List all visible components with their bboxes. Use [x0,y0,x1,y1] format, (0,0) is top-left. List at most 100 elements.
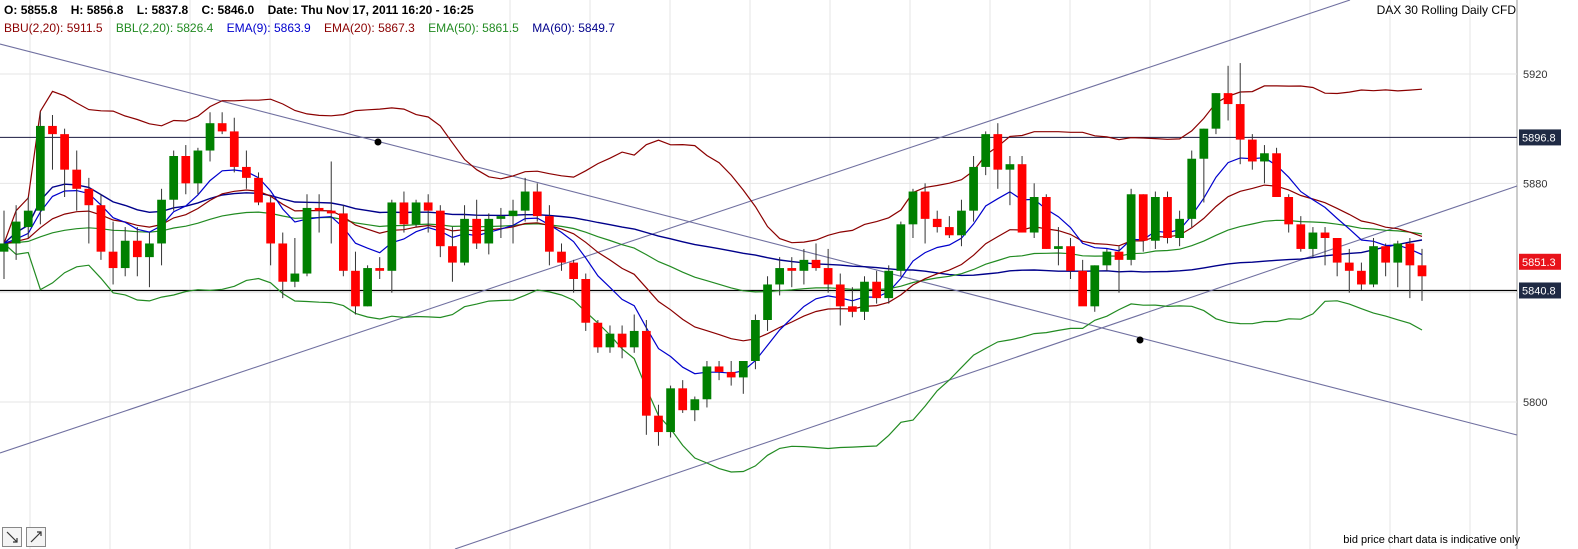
candle-down [1332,238,1342,263]
trendline-anchor-point [1136,336,1144,344]
candle-up [1005,164,1015,170]
candle-down [1114,251,1124,260]
candle-down [569,262,578,279]
date-readout: Date: Thu Nov 17, 2011 16:20 - 16:25 [267,3,474,17]
candle-down [872,281,881,299]
candle-up [1260,153,1269,162]
candle-up [1199,128,1209,159]
price-tag [1519,129,1561,146]
candle-up [193,150,203,184]
candle-down [714,366,724,372]
draw-ray-icon [30,531,42,543]
candle-down [920,191,930,219]
trendline-descending [0,43,1518,436]
candle-down [278,243,288,282]
candle-up [205,123,215,151]
candle-down [1344,262,1354,271]
candle-down [423,202,433,211]
candle-down [1223,93,1233,105]
candle-up [969,166,978,211]
candle-down [1041,197,1051,249]
candle-down [1357,270,1366,285]
candle-down [1417,265,1427,277]
candle-down [1138,194,1148,241]
candle-up [751,320,760,361]
candle-down [654,415,663,433]
draw-ray-button[interactable] [26,527,46,547]
candle-up [1369,246,1378,285]
candle-down [835,284,845,307]
candle-down [557,251,566,263]
candle-down [314,207,324,211]
close-readout: C: 5846.0 [201,3,255,17]
ema50-readout: EMA(50): 5861.5 [428,21,519,35]
indicator-readout: BBU(2,20): 5911.5 BBL(2,20): 5826.4 EMA(… [4,21,625,35]
candle-up [884,270,894,299]
candle-up [1187,158,1197,219]
candle-down [944,227,954,236]
candle-down [641,330,651,416]
candle-up [605,333,615,348]
candle-down [351,270,360,307]
price-tag [1519,282,1561,299]
draw-line-icon [6,531,18,543]
y-tick-label: 5880 [1523,178,1547,190]
candle-down [399,202,409,225]
candle-up [1393,243,1403,263]
low-readout: L: 5837.8 [136,3,189,17]
candle-down [787,268,797,271]
candle-up [169,156,179,200]
candle-up [702,366,712,400]
candle-down [326,210,336,214]
price-tag-label: 5840.8 [1522,285,1556,297]
ohlc-readout: O: 5855.8 H: 5856.8 L: 5837.8 C: 5846.0 … [4,3,484,17]
candle-down [181,156,191,184]
trendline-anchor-point [374,138,382,146]
candle-up [145,243,154,258]
candle-down [108,251,118,269]
bbu-readout: BBU(2,20): 5911.5 [4,21,103,35]
candle-down [72,169,82,189]
candle-down [254,177,263,203]
candle-up [1029,197,1039,233]
candle-up [629,330,639,348]
candle-down [266,202,275,244]
candle-up [666,388,675,433]
candle-up [896,224,906,271]
candle-down [932,218,942,228]
candle-up [520,191,530,211]
candle-down [229,131,239,167]
candle-up [1126,194,1136,260]
candle-down [435,210,445,247]
candle-down [242,166,251,178]
price-tag [1519,253,1561,270]
candle-up [957,210,966,236]
candle-up [508,210,518,217]
candle-down [1284,197,1294,225]
high-readout: H: 5856.8 [70,3,124,17]
candle-up [484,218,494,244]
candle-up [0,243,9,252]
candle-up [290,273,300,282]
ma60-line [3,183,1423,277]
y-tick-label: 5800 [1523,397,1547,409]
candle-up [763,284,772,320]
candle-down [1235,104,1245,140]
candle-up [35,125,45,211]
candle-up [120,240,130,269]
candle-down [84,188,94,206]
candle-down [617,333,627,348]
candle-up [1102,251,1112,266]
candle-down [532,191,542,217]
ema20-readout: EMA(20): 5867.3 [324,21,415,35]
price-tag-label: 5851.3 [1522,257,1556,269]
candle-down [1163,197,1172,238]
candle-down [1017,164,1027,233]
draw-line-button[interactable] [2,527,22,547]
candle-down [1078,270,1088,307]
candle-up [1090,265,1100,307]
ema9-line [3,156,1423,375]
candle-down [1296,224,1306,249]
candle-down [96,205,106,252]
